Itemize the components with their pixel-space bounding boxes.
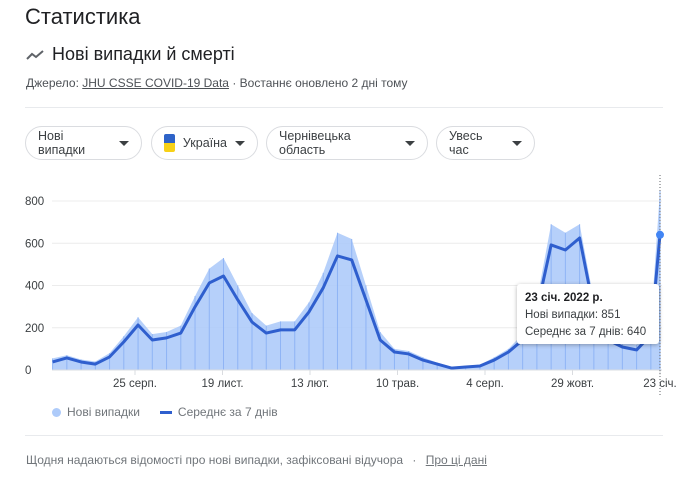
cases-chart[interactable]: 0 200 400 600 800 25 серп. 19 лист. 13 лют. 10 т…	[0, 170, 693, 395]
new-cases-area	[52, 190, 660, 370]
caret-down-icon	[119, 140, 129, 146]
y-tick-label: 0	[25, 365, 31, 377]
period-label: Увесь час	[449, 129, 483, 157]
country-label: Україна	[182, 136, 227, 150]
y-tick-label: 200	[25, 323, 44, 335]
metric-dropdown[interactable]: Нові випадки	[25, 126, 142, 160]
period-dropdown[interactable]: Увесь час	[436, 126, 535, 160]
footer: Щодня надаються відомості про нові випад…	[26, 453, 487, 467]
trending-icon	[26, 49, 44, 60]
tooltip-cases: Нові випадки: 851	[525, 309, 621, 321]
average-legend-line-icon	[159, 410, 172, 414]
legend-average: Середнє за 7 днів	[177, 405, 278, 419]
about-data-link[interactable]: Про ці дані	[425, 453, 487, 467]
source-label: Джерело:	[26, 76, 79, 90]
divider	[25, 107, 663, 108]
country-dropdown[interactable]: Україна	[151, 126, 258, 160]
hover-point	[656, 230, 664, 239]
tooltip-date: 23 січ. 2022 р.	[525, 292, 603, 304]
average-line	[52, 234, 662, 370]
x-tick-label: 29 жовт.	[551, 378, 594, 390]
source-line: Джерело: JHU CSSE COVID-19 Data · Востан…	[26, 76, 408, 90]
legend-cases: Нові випадки	[67, 405, 140, 419]
section-title: Нові випадки й смерті	[26, 44, 235, 65]
page-title: Статистика	[25, 4, 141, 29]
divider	[25, 435, 663, 436]
x-tick-label: 25 серп.	[113, 378, 157, 390]
ukraine-flag-icon	[164, 134, 175, 152]
x-tick-label: 23 січ.	[643, 378, 676, 390]
source-link[interactable]: JHU CSSE COVID-19 Data	[82, 76, 229, 90]
chart-legend: Нові випадки Середнє за 7 днів	[52, 405, 278, 419]
region-label: Чернівецька область	[279, 129, 351, 157]
region-dropdown[interactable]: Чернівецька область	[266, 126, 428, 160]
tooltip-average: Середнє за 7 днів: 640	[525, 326, 647, 338]
last-updated: · Востаннє оновлено 2 дні тому	[232, 76, 408, 90]
x-tick-label: 10 трав.	[376, 378, 419, 390]
metric-label: Нові випадки	[38, 129, 86, 157]
y-tick-label: 600	[25, 238, 44, 250]
y-tick-label: 800	[25, 196, 44, 208]
section-title-text: Нові випадки й смерті	[52, 44, 235, 64]
y-tick-label: 400	[25, 281, 44, 293]
caret-down-icon	[405, 140, 415, 146]
x-tick-label: 4 серп.	[466, 378, 504, 390]
chart-tooltip: 23 січ. 2022 р. Нові випадки: 851 Середн…	[517, 284, 659, 344]
caret-down-icon	[235, 140, 245, 146]
x-tick-label: 19 лист.	[201, 378, 243, 390]
footer-separator: ·	[412, 453, 417, 467]
cases-legend-dot-icon	[52, 407, 61, 417]
x-tick-label: 13 лют.	[291, 378, 329, 390]
caret-down-icon	[512, 140, 522, 146]
footer-text: Щодня надаються відомості про нові випад…	[26, 453, 404, 467]
